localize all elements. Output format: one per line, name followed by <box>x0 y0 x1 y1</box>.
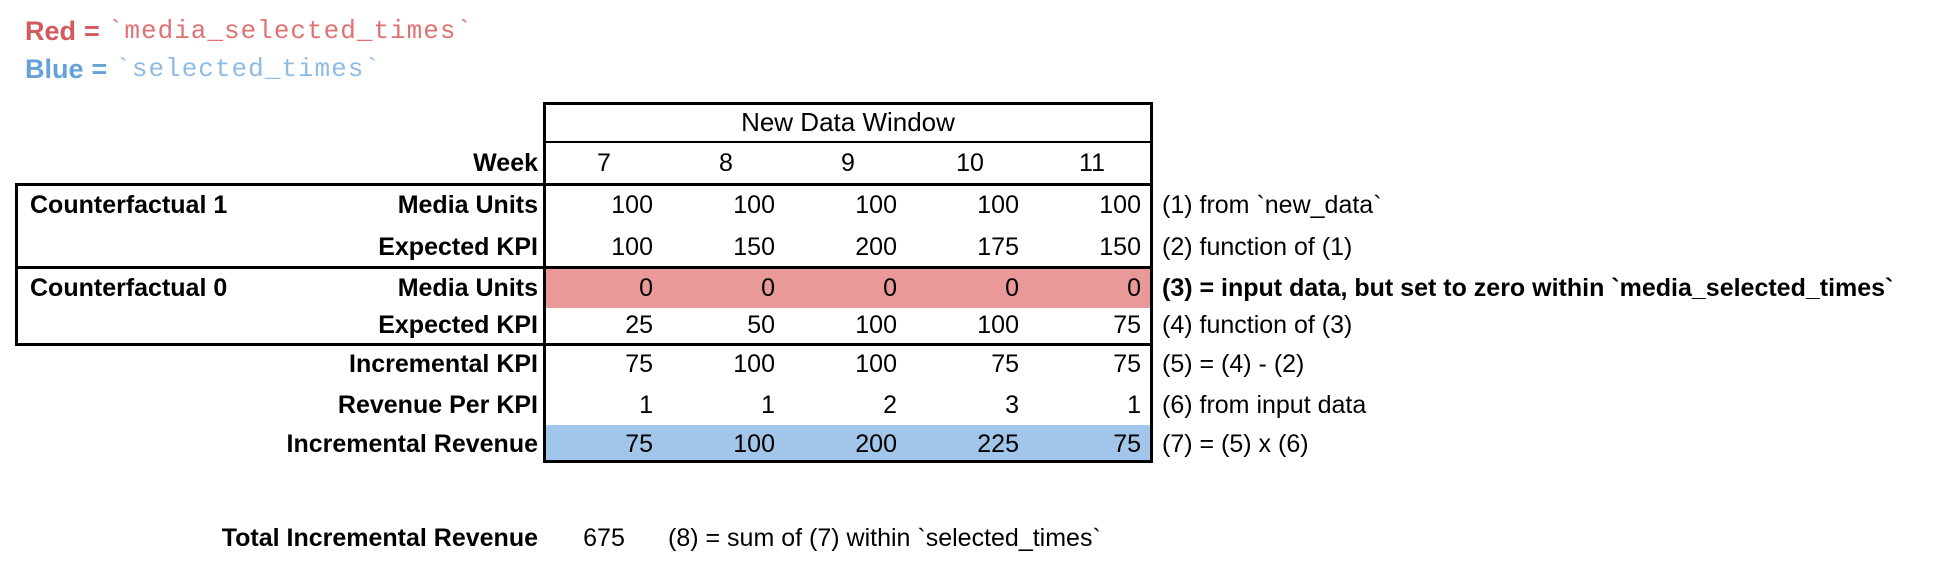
table-cell: 100 <box>733 429 775 458</box>
table-cell: 1 <box>761 390 775 419</box>
header-divider-line <box>543 141 1153 143</box>
legend-blue-line: Blue = `selected_times` <box>25 50 473 88</box>
table-cell: 1 <box>1127 390 1141 419</box>
row-annotation: (6) from input data <box>1162 390 1367 419</box>
table-cell: 0 <box>1005 273 1019 302</box>
table-cell: 1 <box>639 390 653 419</box>
table-cell: 100 <box>1099 191 1141 219</box>
group-label-counterfactual-1: Counterfactual 1 <box>30 191 228 219</box>
total-label: Total Incremental Revenue <box>221 523 538 552</box>
table-cell: 75 <box>1113 311 1141 339</box>
selected-times-highlight <box>546 425 1150 460</box>
table-cell: 175 <box>977 232 1019 261</box>
table-cell: 75 <box>625 429 653 458</box>
table-cell: 150 <box>733 232 775 261</box>
total-value: 675 <box>583 523 625 552</box>
legend-blue-equals: = <box>91 53 108 84</box>
legend-red-code: `media_selected_times` <box>107 16 474 46</box>
legend-blue-code: `selected_times` <box>115 54 381 84</box>
week-cell: 9 <box>841 148 855 177</box>
row-label: Expected KPI <box>378 311 538 339</box>
row-annotation: (3) = input data, but set to zero within… <box>1162 273 1894 302</box>
table-cell: 25 <box>625 311 653 339</box>
table-cell: 75 <box>1113 349 1141 378</box>
legend-red-equals: = <box>84 15 100 46</box>
legend-blue-label: Blue <box>25 53 84 84</box>
counterfactual-bottom-divider-line <box>543 343 1153 346</box>
table-cell: 0 <box>883 273 897 302</box>
legend: Red = `media_selected_times` Blue = `sel… <box>25 12 473 88</box>
row-label: Incremental Revenue <box>286 429 539 458</box>
table-cell: 100 <box>733 191 775 219</box>
table-cell: 75 <box>991 349 1019 378</box>
counterfactual-0-box <box>15 266 546 346</box>
week-row-label: Week <box>473 148 538 177</box>
row-label: Expected KPI <box>378 232 538 261</box>
table-cell: 225 <box>977 429 1019 458</box>
table-cell: 200 <box>855 232 897 261</box>
table-cell: 100 <box>977 311 1019 339</box>
new-data-window-header: New Data Window <box>741 107 955 137</box>
table-cell: 100 <box>977 191 1019 219</box>
total-annotation: (8) = sum of (7) within `selected_times` <box>668 523 1101 552</box>
table-cell: 100 <box>733 349 775 378</box>
media-selected-times-highlight <box>546 269 1150 308</box>
table-cell: 100 <box>611 191 653 219</box>
table-cell: 3 <box>1005 390 1019 419</box>
table-cell: 150 <box>1099 232 1141 261</box>
table-cell: 2 <box>883 390 897 419</box>
table-cell: 75 <box>625 349 653 378</box>
table-cell: 0 <box>1127 273 1141 302</box>
row-label: Revenue Per KPI <box>337 390 538 419</box>
row-annotation: (4) function of (3) <box>1162 311 1353 339</box>
table-cell: 100 <box>855 311 897 339</box>
row-annotation: (5) = (4) - (2) <box>1162 349 1305 378</box>
week-cell: 8 <box>719 148 733 177</box>
counterfactual-divider-line <box>543 266 1153 269</box>
row-annotation: (1) from `new_data` <box>1162 191 1382 219</box>
row-label: Media Units <box>397 273 538 302</box>
row-label: Incremental KPI <box>349 349 538 378</box>
table-cell: 100 <box>611 232 653 261</box>
table-cell: 75 <box>1113 429 1141 458</box>
table-cell: 200 <box>855 429 897 458</box>
row-label: Media Units <box>397 191 538 219</box>
row-annotation: (7) = (5) x (6) <box>1162 429 1309 458</box>
legend-red-line: Red = `media_selected_times` <box>25 12 473 50</box>
week-divider-line <box>543 183 1153 186</box>
week-cell: 7 <box>597 148 611 177</box>
legend-red-label: Red <box>25 15 77 46</box>
table-cell: 0 <box>639 273 653 302</box>
week-cell: 10 <box>956 148 984 177</box>
week-cell: 11 <box>1079 148 1105 177</box>
table-cell: 0 <box>761 273 775 302</box>
table-cell: 100 <box>855 191 897 219</box>
table-cell: 100 <box>855 349 897 378</box>
table-cell: 50 <box>747 311 775 339</box>
group-label-counterfactual-0: Counterfactual 0 <box>30 273 228 302</box>
row-annotation: (2) function of (1) <box>1162 232 1353 261</box>
